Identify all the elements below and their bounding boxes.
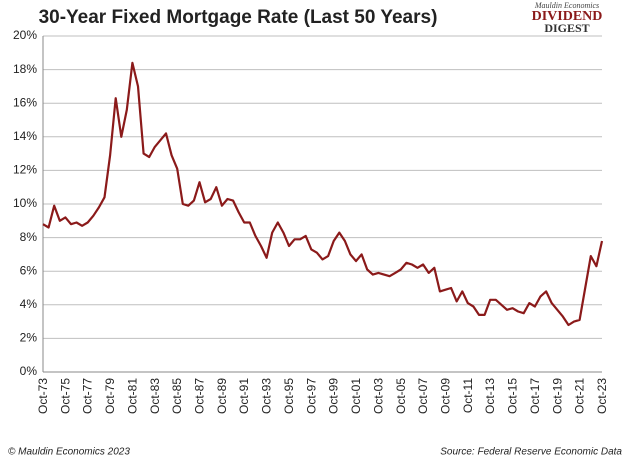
x-tick-label: Oct-23 <box>595 378 609 414</box>
x-tick-label: Oct-15 <box>506 378 520 414</box>
x-tick-label: Oct-19 <box>550 378 564 414</box>
x-tick-label: Oct-03 <box>371 378 385 414</box>
source: Source: Federal Reserve Economic Data <box>440 447 622 458</box>
x-tick-label: Oct-11 <box>461 378 475 413</box>
copyright: © Mauldin Economics 2023 <box>8 447 130 458</box>
y-tick-label: 14% <box>13 129 37 143</box>
x-tick-label: Oct-13 <box>483 378 497 414</box>
x-tick-label: Oct-91 <box>237 378 251 414</box>
x-tick-label: Oct-87 <box>193 378 207 414</box>
logo-line2: DIGEST <box>544 21 589 35</box>
y-tick-label: 8% <box>20 230 38 244</box>
x-tick-label: Oct-97 <box>304 378 318 414</box>
x-tick-label: Oct-93 <box>260 378 274 414</box>
x-tick-label: Oct-75 <box>58 378 72 414</box>
x-tick-label: Oct-81 <box>125 378 139 414</box>
chart-title: 30-Year Fixed Mortgage Rate (Last 50 Yea… <box>39 7 438 28</box>
x-tick-label: Oct-21 <box>573 378 587 414</box>
x-tick-label: Oct-99 <box>327 378 341 414</box>
x-tick-label: Oct-83 <box>148 378 162 414</box>
x-tick-label: Oct-73 <box>36 378 50 414</box>
y-tick-label: 12% <box>13 163 37 177</box>
y-tick-label: 20% <box>13 28 37 42</box>
y-tick-label: 2% <box>20 331 38 345</box>
x-tick-label: Oct-01 <box>349 378 363 414</box>
rate-line <box>42 61 604 327</box>
logo-publisher: Mauldin Economics <box>534 1 599 10</box>
x-tick-label: Oct-17 <box>528 378 542 414</box>
x-tick-label: Oct-85 <box>170 378 184 414</box>
x-tick-label: Oct-09 <box>438 378 452 414</box>
x-tick-label: Oct-07 <box>416 378 430 414</box>
y-tick-label: 0% <box>20 364 38 378</box>
x-tick-label: Oct-77 <box>81 378 95 414</box>
y-tick-label: 4% <box>20 297 38 311</box>
y-tick-label: 18% <box>13 62 37 76</box>
x-tick-label: Oct-95 <box>282 378 296 414</box>
y-tick-label: 6% <box>20 263 38 277</box>
logo-line1: DIVIDEND <box>532 9 603 24</box>
x-tick-label: Oct-89 <box>215 378 229 414</box>
y-tick-label: 16% <box>13 95 37 109</box>
y-tick-label: 10% <box>13 196 37 210</box>
x-tick-label: Oct-79 <box>103 378 117 414</box>
x-tick-label: Oct-05 <box>394 378 408 414</box>
